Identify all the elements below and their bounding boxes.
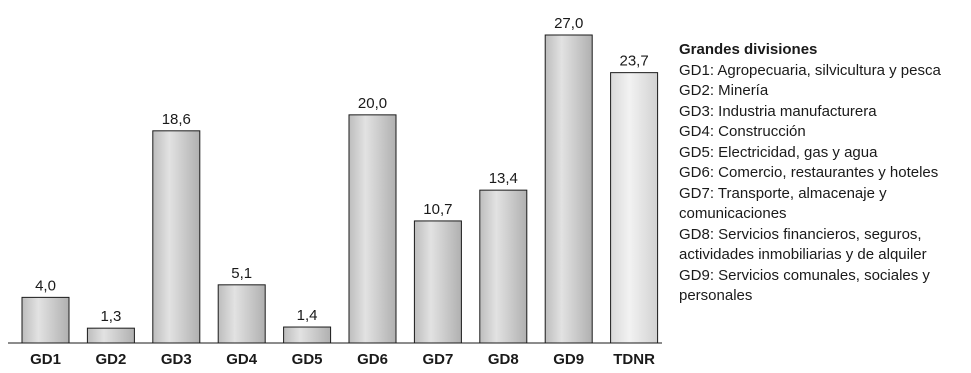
bar-gd5 [283, 326, 332, 344]
legend: Grandes divisiones GD1: Agropecuaria, si… [679, 40, 971, 307]
legend-item: personales [679, 287, 753, 304]
value-label: 10,7 [423, 201, 452, 218]
legend-item: GD2: Minería [679, 82, 769, 99]
legend-item: actividades inmobiliarias y de alquiler [679, 246, 927, 263]
bar-gd8 [479, 189, 528, 344]
legend-items: GD1: Agropecuaria, silvicultura y pesca … [679, 61, 971, 307]
category-label: GD5 [292, 351, 323, 368]
legend-item: GD8: Servicios financieros, seguros, [679, 225, 922, 243]
bar-gd4 [217, 284, 266, 344]
bar-gd2 [86, 327, 135, 344]
bar-gd7 [413, 220, 462, 344]
bar-tdnr [610, 72, 659, 344]
legend-item: GD7: Transporte, almacenaje y [679, 184, 887, 202]
legend-item: GD9: Servicios comunales, sociales y [679, 266, 930, 284]
category-label: GD1 [30, 351, 61, 368]
bar-gd1 [21, 296, 70, 344]
legend-item: GD1: Agropecuaria, silvicultura y pesca [679, 61, 941, 79]
value-label: 18,6 [162, 111, 191, 128]
value-label: 13,4 [489, 170, 518, 187]
bar-gd3 [152, 130, 201, 344]
category-label: GD9 [553, 351, 584, 368]
category-label: GD3 [161, 351, 192, 368]
bar-chart: 4,0 GD1 1,3 GD2 18,6 GD3 5,1 GD4 1,4 GD5 20,0 GD6 10… [8, 15, 662, 368]
category-label: GD8 [488, 351, 519, 368]
legend-title: Grandes divisiones [679, 41, 818, 58]
category-label: GD4 [226, 351, 258, 368]
value-label: 20,0 [358, 95, 387, 112]
legend-item: comunicaciones [679, 205, 787, 222]
legend-item: GD6: Comercio, restaurantes y hoteles [679, 164, 939, 181]
legend-item: GD3: Industria manufacturera [679, 102, 877, 120]
value-label: 5,1 [231, 265, 252, 282]
bar-gd9 [544, 34, 593, 344]
value-label: 1,4 [297, 307, 318, 324]
legend-item: GD4: Construcción [679, 123, 806, 140]
value-label: 1,3 [100, 308, 121, 325]
legend-item: GD5: Electricidad, gas y agua [679, 143, 878, 161]
value-label: 27,0 [554, 15, 583, 32]
category-label: GD6 [357, 351, 388, 368]
value-label: 23,7 [619, 53, 648, 70]
category-label: GD7 [422, 351, 453, 368]
bar-gd6 [348, 114, 397, 344]
category-label: TDNR [613, 351, 655, 368]
value-label: 4,0 [35, 277, 56, 294]
category-label: GD2 [95, 351, 126, 368]
